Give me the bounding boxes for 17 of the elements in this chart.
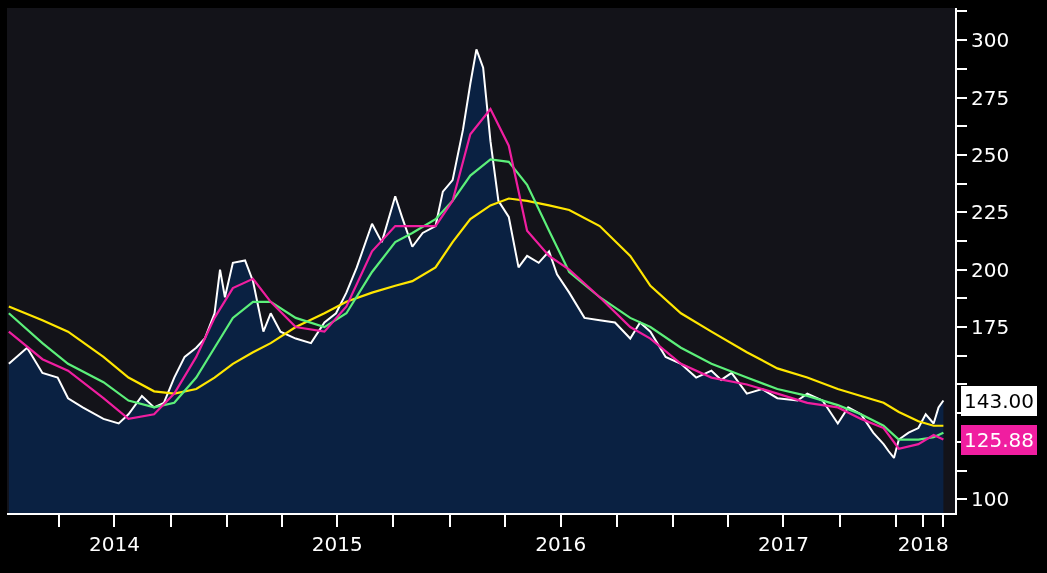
y-tick-label: 300 xyxy=(971,28,1010,53)
annotation: 143.00 xyxy=(964,389,1034,413)
y-tick-label: 225 xyxy=(971,200,1010,225)
x-tick-label: 2018 xyxy=(897,532,949,556)
x-tick-label: 2017 xyxy=(758,532,809,556)
y-tick-label: 200 xyxy=(971,257,1010,282)
y-tick-label: 100 xyxy=(971,487,1010,512)
y-tick-label: 250 xyxy=(971,142,1010,167)
line-series xyxy=(7,158,945,441)
line-series xyxy=(7,107,945,450)
x-tick-label: 2016 xyxy=(535,532,587,556)
annotation: 125.88 xyxy=(964,428,1034,452)
line-series xyxy=(7,197,945,427)
y-tick-label: 175 xyxy=(971,315,1010,340)
x-tick-label: 2015 xyxy=(311,532,363,556)
x-tick-label: 2014 xyxy=(88,532,140,556)
y-tick-label: 275 xyxy=(971,85,1010,110)
